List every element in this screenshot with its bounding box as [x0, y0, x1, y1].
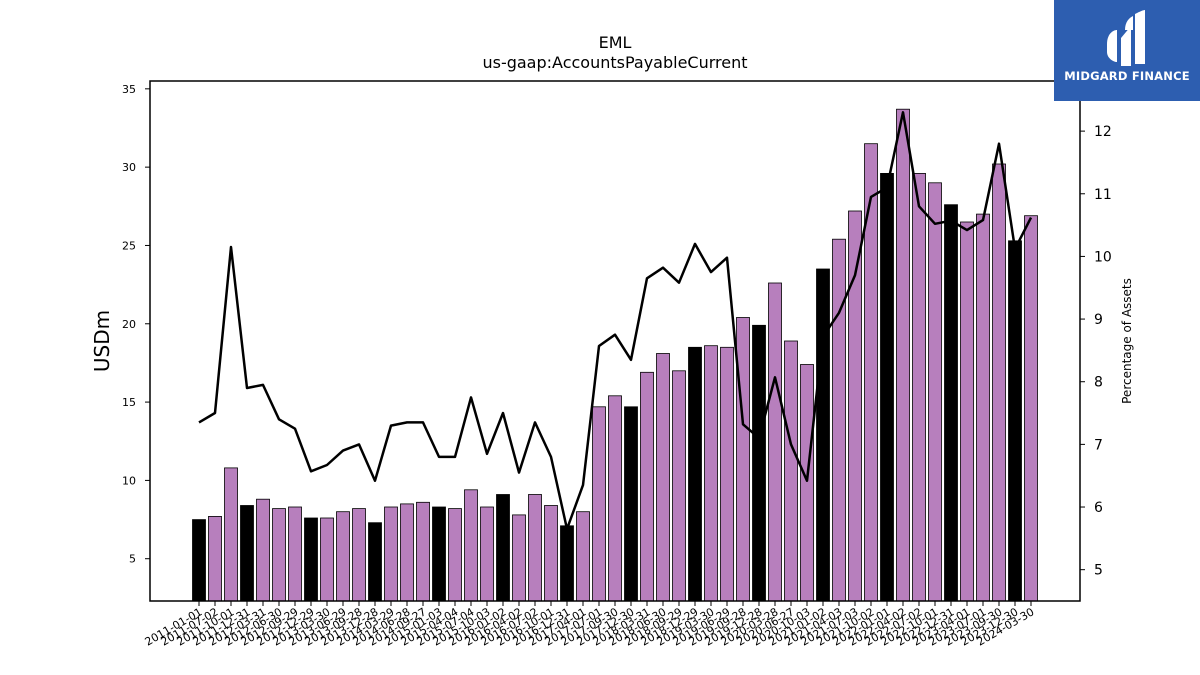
y2-tick-label: 6: [1094, 500, 1103, 516]
bar-series: [192, 108, 1038, 602]
bar: [512, 514, 526, 602]
brand-logo: MIDGARD FINANCE: [1054, 0, 1200, 101]
bar: [720, 346, 734, 602]
bar: [736, 317, 750, 602]
y-tick-label: 10: [122, 474, 136, 487]
y2-tick-label: 7: [1094, 437, 1103, 453]
bar: [896, 108, 910, 602]
bar: [752, 324, 766, 602]
bar: [960, 221, 974, 602]
bar: [608, 395, 622, 602]
bar: [1024, 215, 1038, 602]
bar: [544, 505, 558, 602]
bar: [592, 406, 606, 602]
y-tick-label: 20: [122, 318, 136, 331]
bar: [384, 506, 398, 602]
bar: [192, 519, 206, 602]
bar: [528, 494, 542, 602]
left-axis: 5 10 15 20 25 30 35: [122, 83, 150, 566]
bar: [208, 516, 222, 602]
line-series: [198, 111, 1033, 531]
chart-subtitle: us-gaap:AccountsPayableCurrent: [482, 53, 747, 72]
y-tick-label: 15: [122, 396, 136, 409]
logo-text: MIDGARD FINANCE: [1064, 69, 1190, 83]
bar: [240, 505, 254, 602]
bar: [976, 213, 990, 602]
y2-tick-label: 11: [1094, 187, 1112, 203]
y2-axis-label: Percentage of Assets: [1120, 278, 1134, 404]
bar: [480, 506, 494, 602]
y-axis-label: USDm: [90, 310, 114, 372]
midgard-logo-icon: [1107, 10, 1145, 66]
bar: [944, 204, 958, 602]
bar: [320, 517, 334, 602]
chart-title: EML: [599, 33, 632, 52]
bar: [352, 508, 366, 602]
bar: [432, 506, 446, 602]
bar: [656, 353, 670, 602]
y2-tick-label: 10: [1094, 249, 1112, 265]
bar: [416, 501, 430, 602]
bar: [272, 508, 286, 602]
bar: [864, 143, 878, 602]
bar: [800, 364, 814, 602]
bar: [576, 511, 590, 602]
bar: [672, 370, 686, 602]
bar: [784, 340, 798, 602]
right-axis: 5 6 7 8 9 10 11 12: [1080, 124, 1112, 579]
bar: [400, 503, 414, 602]
bar: [336, 511, 350, 602]
y-tick-label: 30: [122, 161, 136, 174]
y-tick-label: 25: [122, 239, 136, 252]
bar: [816, 268, 830, 602]
y2-tick-label: 9: [1094, 312, 1103, 328]
bar: [992, 163, 1006, 602]
x-axis: 2011-01-012011-07-022011-10-012011-12-31…: [143, 601, 1037, 649]
bar: [624, 406, 638, 602]
bar: [640, 371, 654, 602]
bar: [256, 498, 270, 602]
bar: [496, 494, 510, 602]
bar: [880, 172, 894, 602]
y2-tick-label: 5: [1094, 563, 1103, 579]
bar: [448, 508, 462, 602]
bar: [768, 282, 782, 602]
bar: [288, 506, 302, 602]
y2-tick-label: 12: [1094, 124, 1112, 140]
bar: [1008, 240, 1022, 602]
bar: [560, 525, 574, 602]
line-path: [198, 111, 1033, 531]
bar: [464, 489, 478, 602]
bar: [704, 345, 718, 602]
bar: [304, 517, 318, 602]
y-tick-label: 5: [129, 553, 136, 566]
bar: [928, 182, 942, 602]
bar: [368, 522, 382, 602]
bar: [912, 172, 926, 602]
bar: [224, 467, 238, 602]
y2-tick-label: 8: [1094, 375, 1103, 391]
bar: [832, 238, 846, 602]
y-tick-label: 35: [122, 83, 136, 96]
bar: [688, 346, 702, 602]
